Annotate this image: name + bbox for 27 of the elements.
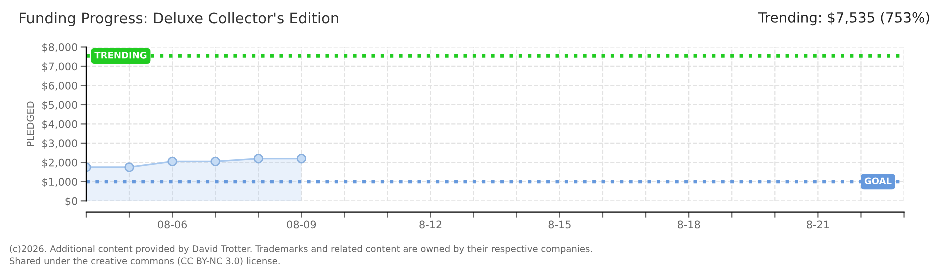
point [296, 154, 307, 164]
y-tick-label: $4,000 [42, 120, 78, 130]
point [254, 154, 264, 164]
text: (c)2026. Additional content provided by David Trotter. Trademarks and related content are owned by their respective companies. [10, 245, 592, 254]
x-tick-label: 08-06 [158, 220, 188, 229]
x-tick-label: 08-09 [287, 220, 316, 229]
point [124, 162, 134, 172]
point [210, 156, 220, 167]
text: Shared under the creative commons (CC BY-NC 3.0) license. [10, 258, 280, 266]
y-tick-label: $1,000 [42, 178, 78, 188]
y-tick-label: $0 [66, 197, 78, 207]
y-tick-label: $5,000 [42, 101, 78, 110]
x-tick-label: 8-18 [678, 220, 700, 229]
y-tick-label: $2,000 [42, 158, 78, 168]
y-tick-label: $7,000 [42, 62, 78, 72]
ref-line-label: TRENDING [94, 52, 147, 59]
y-tick-label: $8,000 [42, 43, 78, 53]
y-tick-label: $6,000 [42, 82, 78, 92]
x-tick-label: 8-12 [420, 220, 442, 229]
ref-line-label: GOAL [864, 178, 892, 185]
y-axis-title: PLEDGED [26, 102, 34, 146]
chart-title: Funding Progress: Deluxe Collector's Edition [20, 12, 338, 27]
y-tick-label: $3,000 [42, 139, 78, 149]
text: Trending: $7,535 (753%) [758, 12, 930, 26]
x-tick-label: 8-21 [807, 220, 830, 229]
point [168, 156, 178, 167]
x-tick-label: 8-15 [548, 220, 571, 229]
